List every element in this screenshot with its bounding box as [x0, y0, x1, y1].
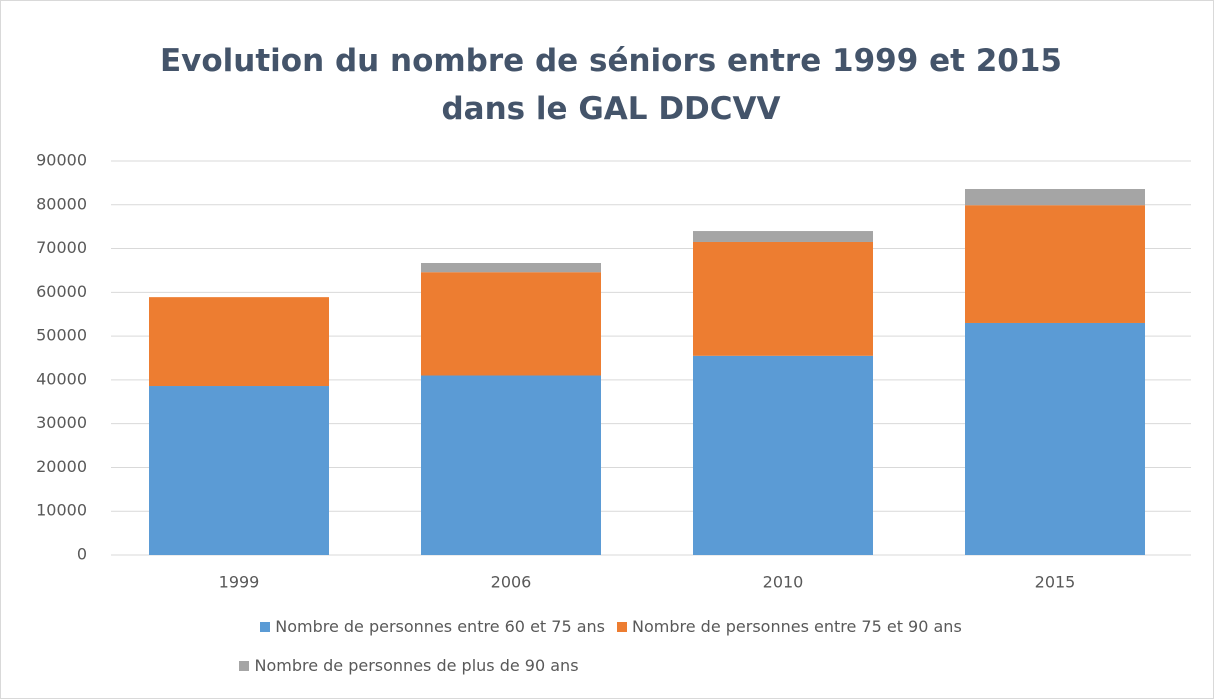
legend-label: Nombre de personnes entre 60 et 75 ans: [275, 617, 605, 636]
bar: [693, 231, 873, 242]
bar: [693, 355, 873, 555]
bar: [149, 386, 329, 555]
y-tick-label: 90000: [36, 151, 87, 170]
legend-item: Nombre de personnes entre 75 et 90 ans: [617, 617, 962, 636]
x-tick-label: 2010: [763, 573, 804, 592]
x-tick-label: 2006: [491, 573, 532, 592]
y-tick-label: 70000: [36, 238, 87, 257]
bar: [965, 322, 1145, 555]
legend-swatch: [239, 660, 250, 671]
legend-swatch: [617, 621, 627, 632]
legend-item: Nombre de personnes de plus de 90 ans: [239, 656, 579, 675]
legend-label: Nombre de personnes de plus de 90 ans: [254, 656, 579, 675]
bar: [421, 375, 601, 555]
x-tick-label: 2015: [1035, 573, 1076, 592]
y-tick-label: 10000: [36, 501, 87, 520]
y-tick-label: 30000: [36, 413, 87, 432]
chart-title: Evolution du nombre de séniors entre 199…: [159, 43, 1062, 127]
legend-label: Nombre de personnes entre 75 et 90 ans: [632, 617, 962, 636]
y-tick-label: 20000: [36, 457, 87, 476]
x-tick-label: 1999: [219, 573, 260, 592]
y-tick-label: 50000: [36, 326, 87, 345]
legend: Nombre de personnes entre 60 et 75 ans No…: [181, 617, 1041, 675]
y-tick-label: 40000: [36, 369, 87, 388]
legend-swatch: [260, 621, 271, 632]
y-tick-label: 60000: [36, 282, 87, 301]
bar: [149, 297, 329, 387]
bar: [965, 205, 1145, 323]
bar: [421, 272, 601, 376]
y-tick-label: 80000: [36, 194, 87, 213]
bar: [421, 263, 601, 273]
bar: [693, 241, 873, 356]
bar: [965, 189, 1145, 206]
legend-item: Nombre de personnes entre 60 et 75 ans: [260, 617, 605, 636]
y-tick-label: 0: [77, 545, 87, 564]
